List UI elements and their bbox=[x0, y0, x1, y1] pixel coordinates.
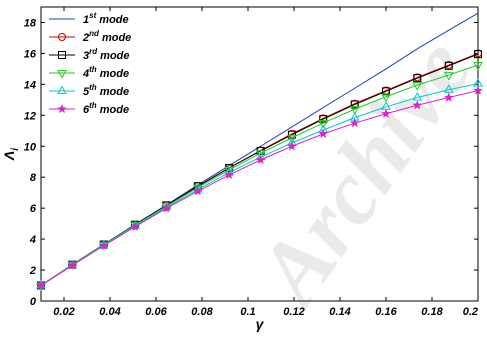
data-point bbox=[444, 61, 453, 70]
legend-entry-label: 1st mode bbox=[83, 11, 129, 26]
data-point bbox=[350, 100, 359, 109]
data-point bbox=[413, 74, 422, 83]
data-point bbox=[349, 106, 360, 115]
y-tick-label: 12 bbox=[24, 110, 36, 122]
legend-marker bbox=[57, 103, 67, 114]
y-tick-label: 8 bbox=[30, 172, 37, 184]
legend-entry-superscript: th bbox=[89, 65, 97, 74]
data-point bbox=[473, 85, 483, 95]
y-axis-label: Λi bbox=[1, 148, 21, 161]
legend-entry-label: 2nd mode bbox=[82, 29, 131, 44]
y-tick-label: 4 bbox=[29, 234, 36, 246]
legend-entry-superscript: nd bbox=[89, 29, 100, 38]
x-tick-label: 0.18 bbox=[421, 306, 443, 318]
legend-entry-label: 3rd mode bbox=[83, 47, 130, 62]
legend-entry-suffix: mode bbox=[97, 68, 129, 80]
legend-entry-number: 1 bbox=[83, 14, 89, 26]
data-point bbox=[255, 154, 266, 164]
x-tick-label: 0.08 bbox=[191, 306, 213, 318]
x-tick-label: 0.2 bbox=[463, 306, 478, 318]
legend-entry-number: 6 bbox=[83, 104, 90, 116]
plot-frame bbox=[40, 6, 479, 302]
data-point bbox=[318, 128, 328, 138]
data-point bbox=[412, 100, 423, 110]
legend-entry-superscript: th bbox=[89, 83, 97, 92]
data-point bbox=[444, 92, 454, 102]
x-tick-label: 0.02 bbox=[53, 306, 74, 318]
x-tick-label: 0.16 bbox=[375, 306, 397, 318]
legend-entry-suffix: mode bbox=[96, 14, 128, 26]
data-point bbox=[224, 169, 234, 179]
data-point bbox=[382, 87, 390, 96]
y-axis-label-subscript: i bbox=[10, 148, 21, 151]
y-tick-label: 16 bbox=[24, 48, 37, 60]
data-point bbox=[349, 118, 360, 128]
series-6 bbox=[36, 85, 483, 290]
y-tick-label: 6 bbox=[30, 203, 37, 215]
legend-marker bbox=[57, 70, 67, 79]
legend-entry-superscript: th bbox=[89, 101, 97, 110]
y-axis-label-main: Λ bbox=[1, 151, 17, 161]
legend-entry-suffix: mode bbox=[97, 104, 129, 116]
legend-entry-number: 3 bbox=[83, 50, 89, 62]
y-axis-label-group: Λi bbox=[1, 148, 21, 161]
data-point bbox=[255, 150, 266, 159]
data-point bbox=[318, 120, 329, 129]
legend-entry-number: 5 bbox=[83, 86, 90, 98]
x-tick-label: 0.1 bbox=[240, 306, 255, 318]
data-point bbox=[473, 62, 483, 71]
data-point bbox=[161, 203, 172, 213]
x-tick-label: 0.12 bbox=[283, 306, 304, 318]
legend-entry-number: 4 bbox=[82, 68, 89, 80]
y-tick-label: 18 bbox=[24, 17, 37, 29]
x-axis-label: γ bbox=[256, 316, 265, 332]
legend-entry-suffix: mode bbox=[97, 50, 129, 62]
y-tick-label: 14 bbox=[24, 79, 36, 91]
data-point bbox=[130, 221, 140, 231]
data-point bbox=[443, 72, 454, 81]
legend-marker bbox=[57, 85, 67, 94]
legend-entry-suffix: mode bbox=[97, 86, 129, 98]
data-point bbox=[287, 134, 297, 144]
legend-entry-superscript: st bbox=[89, 11, 96, 20]
legend-entry-number: 2 bbox=[82, 32, 89, 44]
y-tick-label: 2 bbox=[29, 265, 36, 277]
data-point bbox=[99, 240, 109, 250]
x-tick-label: 0.06 bbox=[145, 306, 167, 318]
legend-entry-label: 4th mode bbox=[82, 65, 129, 80]
legend-entry-label: 6th mode bbox=[83, 101, 129, 116]
data-point bbox=[412, 82, 423, 91]
x-tick-label: 0.14 bbox=[329, 306, 350, 318]
data-point bbox=[381, 108, 391, 118]
data-point bbox=[36, 280, 46, 290]
y-tick-label: 0 bbox=[30, 296, 37, 308]
data-point bbox=[287, 141, 297, 151]
x-tick-label: 0.04 bbox=[99, 306, 120, 318]
legend-entry-suffix: mode bbox=[99, 32, 131, 44]
data-point bbox=[381, 93, 391, 103]
legend-marker bbox=[58, 51, 66, 59]
legend-marker bbox=[58, 33, 66, 41]
legend-entry-label: 5th mode bbox=[83, 83, 129, 98]
data-point bbox=[193, 186, 203, 196]
data-point bbox=[412, 92, 423, 101]
data-point bbox=[474, 50, 482, 59]
data-point bbox=[67, 260, 78, 270]
y-tick-label: 10 bbox=[24, 141, 37, 153]
legend-entry-superscript: rd bbox=[89, 47, 98, 56]
data-point bbox=[443, 84, 454, 93]
